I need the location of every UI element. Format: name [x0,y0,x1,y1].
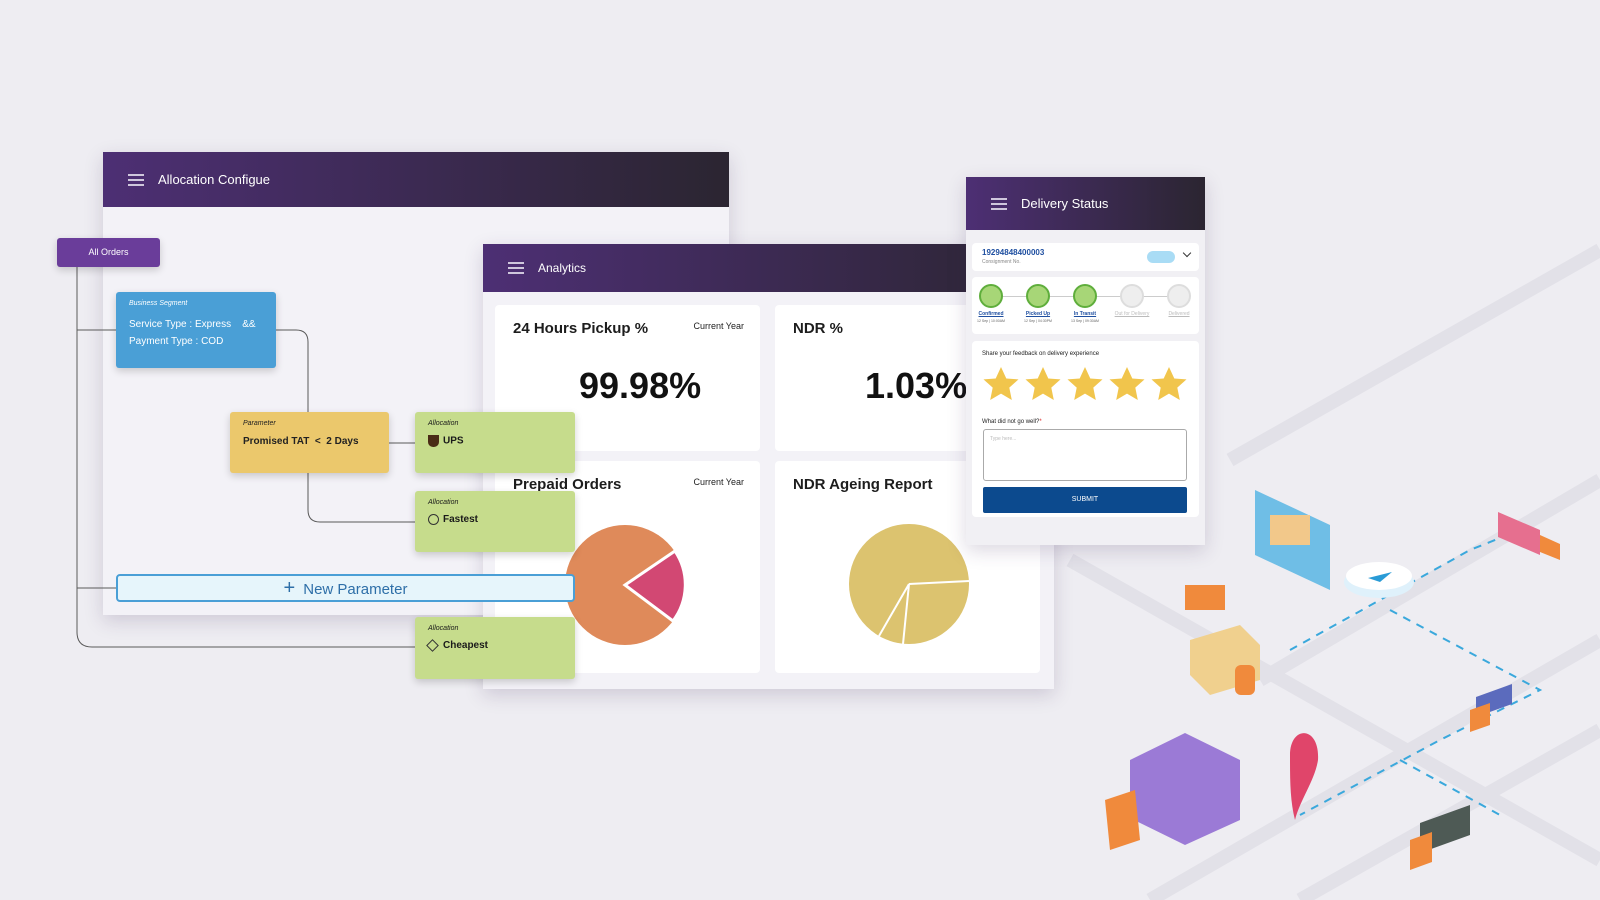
parameter-name: Promised TAT [243,436,310,447]
feedback-prompt: Share your feedback on delivery experien… [982,351,1100,357]
carrier-name: UPS [443,435,464,447]
root-node[interactable]: All Orders [57,238,160,267]
metric-value: 1.03% [865,365,968,406]
step-label[interactable]: Confirmed [978,311,1004,317]
operator: < [314,436,321,447]
forklift [1185,585,1225,610]
carrier-name: Cheapest [443,640,489,651]
step-time: 12 Sep | 10:00AM [977,319,1005,323]
pie-chart [565,525,687,645]
truck [1498,512,1560,560]
clock-icon [428,514,439,525]
star[interactable] [1025,367,1061,400]
text-area[interactable]: Type here... [983,429,1187,481]
star[interactable] [1109,367,1145,400]
step-icon [979,284,1003,308]
carrier-name: Fastest [443,514,479,526]
new-parameter-button[interactable]: + New Parameter [116,574,575,602]
window-header: Delivery Status [966,177,1205,230]
carrier-icon [428,435,439,447]
node-label: Allocation [428,625,459,632]
carrier-row: UPS [428,435,562,447]
tag-icon [426,638,439,652]
menu-icon[interactable] [128,173,144,186]
card-title: NDR % [793,320,844,337]
carrier-row: Fastest [428,514,562,525]
question: What did not go well?* [982,419,1042,425]
node-label: Allocation [428,499,459,506]
parameter-value: 2 Days [326,436,359,447]
feedback-box: Share your feedback on delivery experien… [972,341,1199,517]
truck [1410,805,1470,870]
consignment-label: Consignment No. [982,259,1021,265]
window-title: Delivery Status [1021,196,1109,211]
node-label: Business Segment [129,300,188,307]
operator: && [242,319,256,330]
window-title: Allocation Configue [158,172,271,187]
step-icon [1167,284,1191,308]
card-period: Current Year [693,321,744,331]
step-label[interactable]: Out for Delivery [1114,311,1150,317]
step-label[interactable]: In Transit [1073,311,1097,317]
card-period: Current Year [693,477,744,487]
window-header: Analytics [483,244,1054,292]
step-label[interactable]: Delivered [1168,311,1190,317]
pie-slice [622,548,687,624]
consignment-number: 19294848400003 [982,248,1045,257]
required-mark: * [1039,419,1042,425]
star[interactable] [1067,367,1103,400]
node-label: Allocation [428,420,459,427]
metric-value: 99.98% [579,365,702,406]
allocation-node[interactable]: Allocation UPS [415,412,575,473]
window-title: Analytics [538,261,587,275]
boxes [1190,625,1260,695]
allocation-node[interactable]: Allocation Cheapest [415,617,575,679]
tracking-steps: Confirmed 12 Sep | 10:00AM Picked Up 12 Sep… [972,277,1199,334]
pie-chart [849,524,970,645]
step-time: 12 Sep | 04:30PM [1024,319,1052,323]
segment-node[interactable]: Business Segment Service Type : Express … [116,292,276,368]
step-icon [1026,284,1050,308]
node-text: Promised TAT < 2 Days [243,436,376,447]
star-rating[interactable] [972,361,1199,411]
menu-icon[interactable] [991,197,1007,210]
step-icon [1120,284,1144,308]
truck [1470,684,1512,732]
delivery-window: Delivery Status 19294848400003 Consignme… [966,177,1205,545]
consignment-box[interactable]: 19294848400003 Consignment No. [972,243,1199,271]
parameter-node[interactable]: Parameter Promised TAT < 2 Days [230,412,389,473]
step-label[interactable]: Picked Up [1025,311,1051,317]
allocation-node[interactable]: Allocation Fastest [415,491,575,552]
warehouse [1255,490,1330,590]
condition: Payment Type : COD [129,336,224,347]
star[interactable] [983,367,1019,400]
card-title: Prepaid Orders [513,476,622,493]
menu-icon[interactable] [508,262,524,274]
step-icon [1073,284,1097,308]
step-time: 13 Sep | 09:30AM [1071,319,1099,323]
status-pill [1147,251,1175,263]
location-pin [1290,733,1319,820]
button-label: New Parameter [303,581,408,598]
truck [1105,733,1240,850]
submit-button[interactable]: SUBMIT [983,487,1187,513]
carrier-row: Cheapest [426,638,562,652]
condition: Service Type : Express [129,319,232,330]
chevron[interactable] [1182,248,1192,258]
star[interactable] [1151,367,1187,400]
node-text: Service Type : Express && [129,319,263,330]
question-text: What did not go well? [982,419,1040,425]
window-header: Allocation Configue [103,152,729,207]
card-title: 24 Hours Pickup % [513,320,649,337]
plus-icon: + [283,577,296,599]
card-title: NDR Ageing Report [793,476,933,493]
node-label: Parameter [243,420,276,427]
